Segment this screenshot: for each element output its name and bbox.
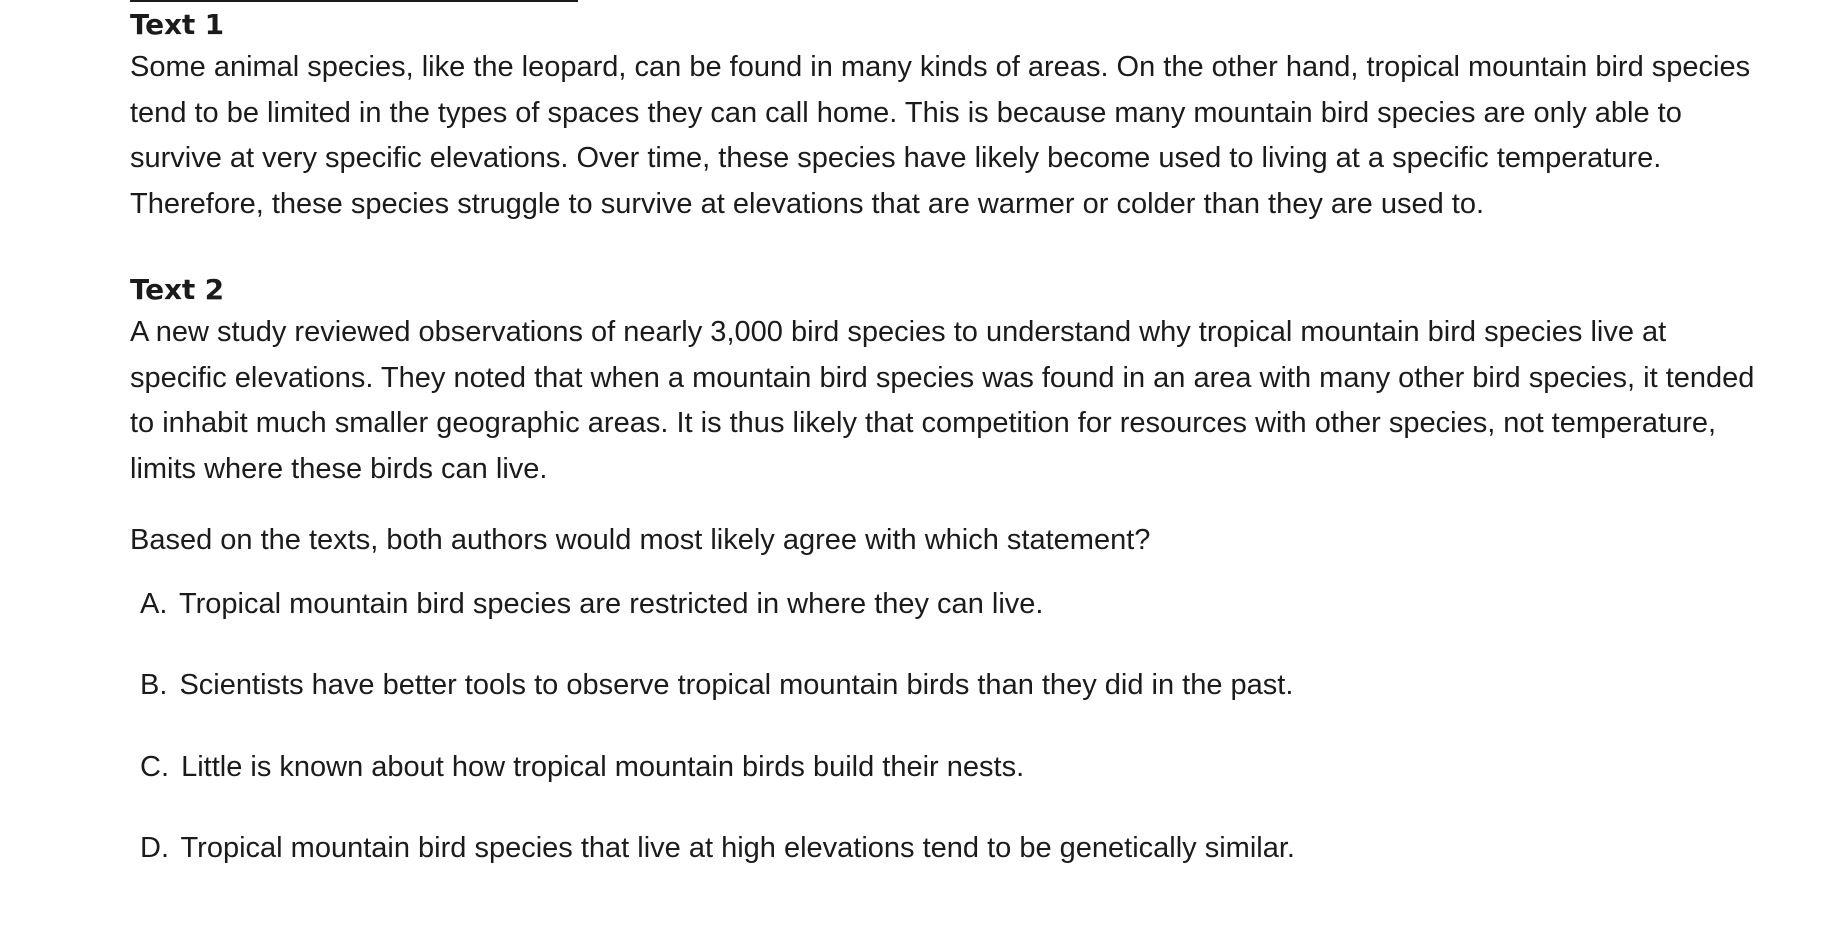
choice-letter: B.	[140, 669, 168, 701]
text1-body: Some animal species, like the leopard, c…	[130, 51, 1751, 220]
question-prompt: Based on the texts, both authors would m…	[130, 524, 1151, 556]
choice-text: Tropical mountain bird species are restr…	[178, 587, 1044, 620]
text1-heading: Text 1	[130, 8, 224, 41]
top-divider	[130, 0, 578, 2]
passage-container: Text 1 Some animal species, like the leo…	[130, 0, 1770, 904]
choice-text: Little is known about how tropical mount…	[181, 750, 1025, 783]
choice-d[interactable]: D. Tropical mountain bird species that l…	[140, 822, 1770, 876]
choice-text: Tropical mountain bird species that live…	[180, 832, 1295, 864]
answer-choices: A. Tropical mountain bird species are re…	[130, 578, 1770, 876]
choice-letter: A.	[140, 587, 168, 620]
choice-c[interactable]: C. Little is known about how tropical mo…	[140, 741, 1770, 795]
text2-body: A new study reviewed observations of nea…	[130, 316, 1755, 485]
text2-heading: Text 2	[130, 273, 224, 306]
choice-b[interactable]: B. Scientists have better tools to obser…	[140, 659, 1770, 713]
choice-letter: D.	[140, 832, 169, 864]
choice-a[interactable]: A. Tropical mountain bird species are re…	[140, 578, 1770, 632]
choice-letter: C.	[140, 750, 169, 783]
choice-text: Scientists have better tools to observe …	[179, 669, 1294, 701]
